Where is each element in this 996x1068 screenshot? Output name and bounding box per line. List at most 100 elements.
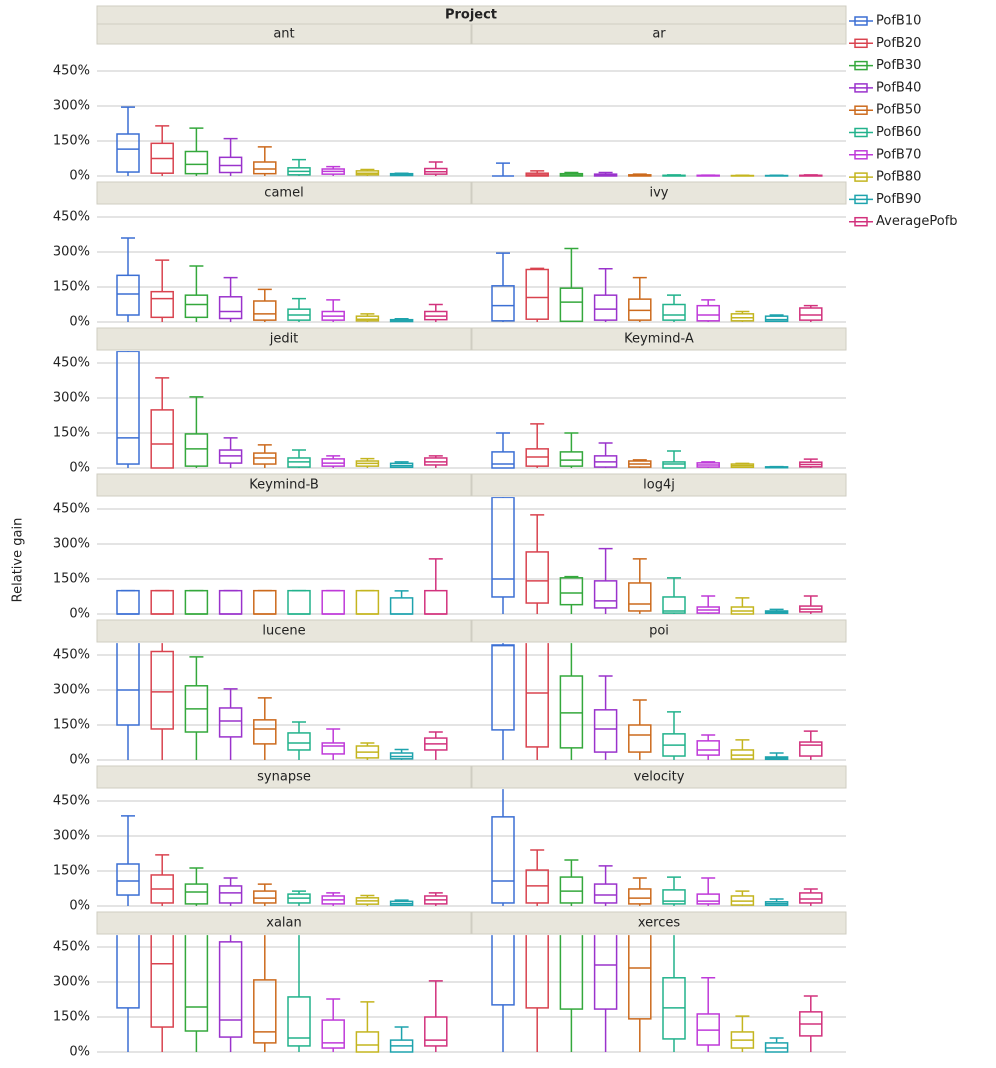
legend-label: PofB10: [876, 14, 921, 29]
y-tick-label: 450%: [53, 502, 90, 517]
box: [526, 629, 548, 747]
box: [151, 652, 173, 729]
y-tick-label: 300%: [53, 683, 90, 698]
panel-boxes: [117, 238, 447, 322]
panel-title: log4j: [643, 478, 675, 493]
box: [117, 591, 139, 614]
panel-boxes: [492, 483, 822, 614]
panel-title: ivy: [650, 186, 669, 201]
box: [185, 591, 207, 614]
box: [185, 434, 207, 466]
box: [663, 305, 685, 321]
box: [322, 591, 344, 614]
box: [526, 270, 548, 320]
box: [151, 292, 173, 318]
box: [288, 733, 310, 750]
box: [254, 301, 276, 320]
box: [595, 884, 617, 903]
y-tick-label: 450%: [53, 940, 90, 955]
box: [254, 980, 276, 1043]
box: [629, 889, 651, 904]
box: [356, 591, 378, 614]
panel-title: lucene: [262, 624, 305, 639]
box: [220, 886, 242, 903]
box: [595, 581, 617, 608]
panel-boxes: [117, 559, 447, 614]
box: [391, 598, 413, 614]
box: [185, 884, 207, 904]
y-tick-label: 450%: [53, 648, 90, 663]
panel-title: ant: [273, 27, 294, 42]
panel-title: ar: [652, 27, 666, 42]
y-tick-label: 300%: [53, 391, 90, 406]
y-tick-label: 0%: [69, 753, 90, 768]
box: [117, 864, 139, 895]
y-tick-label: 0%: [69, 607, 90, 622]
box: [697, 306, 719, 321]
y-axis-label: Relative gain: [11, 518, 26, 603]
panel-title: synapse: [257, 770, 311, 785]
box: [185, 152, 207, 174]
box: [254, 891, 276, 903]
panel-boxes: [492, 424, 822, 468]
box: [800, 308, 822, 320]
legend-label: PofB80: [876, 170, 921, 185]
box: [560, 288, 582, 321]
y-tick-label: 300%: [53, 245, 90, 260]
legend-label: PofB60: [876, 125, 921, 140]
box: [697, 741, 719, 755]
y-tick-label: 0%: [69, 169, 90, 184]
box: [185, 295, 207, 317]
legend-label: PofB40: [876, 80, 921, 95]
legend-label: PofB30: [876, 58, 921, 73]
panel-title: jedit: [269, 332, 299, 347]
box: [117, 275, 139, 315]
panel-title: poi: [649, 624, 669, 639]
box: [595, 710, 617, 752]
box: [595, 295, 617, 320]
box: [629, 583, 651, 611]
y-tick-label: 150%: [53, 134, 90, 149]
box: [151, 410, 173, 468]
box: [492, 497, 514, 597]
box: [492, 286, 514, 321]
box: [185, 921, 207, 1031]
panel-title: xalan: [266, 916, 301, 931]
box: [560, 676, 582, 748]
panel-boxes: [492, 163, 822, 176]
box: [629, 921, 651, 1019]
box: [151, 921, 173, 1027]
box: [800, 893, 822, 903]
box: [322, 1020, 344, 1048]
y-tick-label: 300%: [53, 99, 90, 114]
panel-boxes: [117, 107, 447, 176]
y-tick-label: 150%: [53, 864, 90, 879]
y-tick-label: 450%: [53, 210, 90, 225]
box: [220, 942, 242, 1037]
box: [151, 591, 173, 614]
y-tick-label: 150%: [53, 572, 90, 587]
legend-label: PofB20: [876, 36, 921, 51]
panel-title: Keymind-B: [249, 478, 318, 493]
box: [800, 742, 822, 756]
y-tick-label: 150%: [53, 1010, 90, 1025]
panel-boxes: [117, 337, 447, 468]
y-tick-label: 300%: [53, 975, 90, 990]
y-tick-label: 0%: [69, 315, 90, 330]
y-tick-label: 0%: [69, 461, 90, 476]
box: [526, 552, 548, 603]
y-tick-label: 150%: [53, 280, 90, 295]
box: [697, 894, 719, 904]
box: [356, 1032, 378, 1052]
legend-label: PofB70: [876, 147, 921, 162]
box: [492, 452, 514, 468]
y-tick-label: 300%: [53, 537, 90, 552]
box: [254, 591, 276, 614]
box: [560, 877, 582, 903]
box: [220, 591, 242, 614]
legend-label: PofB90: [876, 192, 921, 207]
box: [117, 629, 139, 725]
box: [560, 452, 582, 466]
box: [766, 316, 788, 321]
